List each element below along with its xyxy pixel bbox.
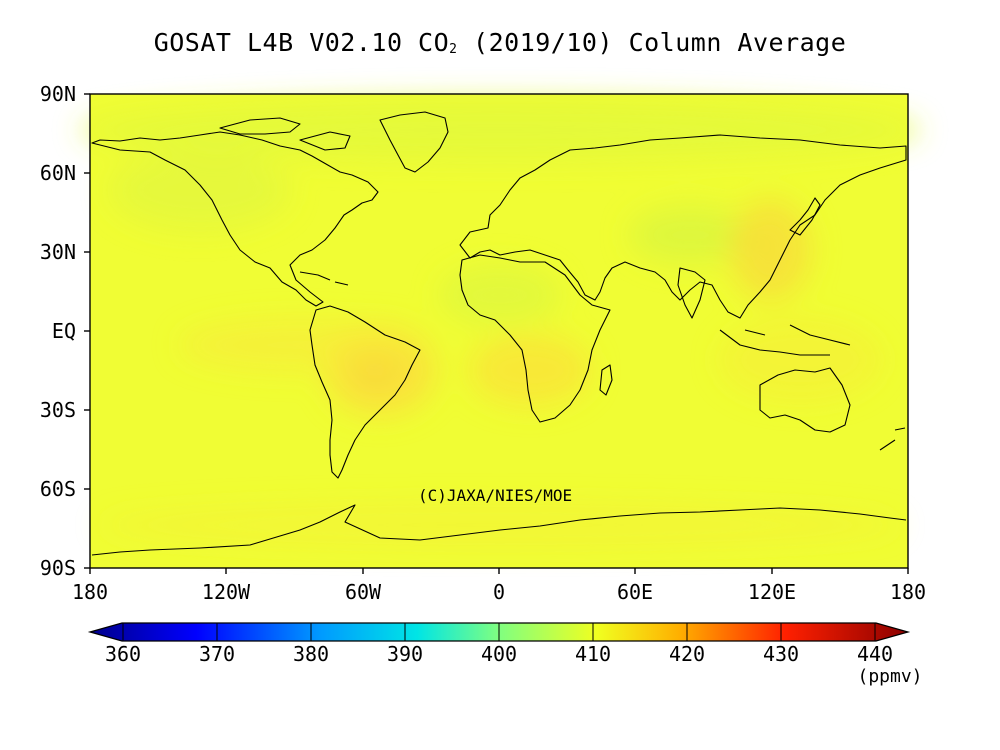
colorbar-label-420: 420 bbox=[668, 642, 706, 666]
colorbar-label-370: 370 bbox=[198, 642, 236, 666]
colorbar-label-410: 410 bbox=[574, 642, 612, 666]
colorbar-label-400: 400 bbox=[480, 642, 518, 666]
lat-label-eq: EQ bbox=[51, 319, 76, 343]
lat-label-90n: 90N bbox=[39, 82, 76, 106]
coast-north-america bbox=[91, 131, 379, 307]
coast-australia bbox=[759, 367, 851, 433]
map-title: GOSAT L4B V02.10 CO2 (2019/10) Column Av… bbox=[0, 28, 1000, 57]
lat-label-30n: 30N bbox=[39, 240, 76, 264]
coast-antarctica bbox=[91, 504, 907, 556]
co2-field bbox=[80, 94, 920, 568]
coast-arctic-islands bbox=[219, 117, 351, 151]
colorbar-label-390: 390 bbox=[386, 642, 424, 666]
colorbar bbox=[87, 622, 911, 642]
coast-africa bbox=[459, 254, 611, 423]
colorbar-label-360: 360 bbox=[104, 642, 142, 666]
lat-label-30s: 30S bbox=[39, 398, 76, 422]
coast-eurasia bbox=[459, 134, 907, 319]
colorbar-label-380: 380 bbox=[292, 642, 330, 666]
lon-label-60e: 60E bbox=[616, 580, 654, 604]
coast-greenland bbox=[379, 111, 449, 173]
coastlines bbox=[91, 111, 907, 556]
credit-text: (C)JAXA/NIES/MOE bbox=[418, 486, 573, 505]
title-period: (2019/10) Column Average bbox=[457, 28, 847, 57]
coast-indonesia bbox=[719, 324, 851, 356]
lat-label-60n: 60N bbox=[39, 161, 76, 185]
coast-japan bbox=[789, 197, 821, 236]
coast-madagascar bbox=[599, 364, 613, 396]
map-ticks bbox=[84, 93, 909, 574]
colorbar-label-440: 440 bbox=[856, 642, 894, 666]
lon-label-120e: 120E bbox=[747, 580, 797, 604]
coast-caribbean bbox=[299, 271, 349, 286]
lon-label-120w: 120W bbox=[201, 580, 251, 604]
colorbar-ticks bbox=[122, 623, 876, 641]
coast-india bbox=[677, 267, 706, 319]
title-text: GOSAT L4B V02.10 CO bbox=[153, 28, 450, 57]
colorbar-unit: (ppmv) bbox=[857, 666, 923, 687]
lon-label-180e: 180 bbox=[889, 580, 927, 604]
lat-label-60s: 60S bbox=[39, 477, 76, 501]
lon-label-180w: 180 bbox=[71, 580, 109, 604]
lon-label-60w: 60W bbox=[344, 580, 382, 604]
lon-label-0: 0 bbox=[492, 580, 506, 604]
colorbar-label-430: 430 bbox=[762, 642, 800, 666]
coast-south-america bbox=[309, 305, 421, 479]
coast-new-zealand bbox=[879, 427, 906, 451]
title-subscript: 2 bbox=[449, 42, 458, 57]
lat-label-90s: 90S bbox=[39, 556, 76, 580]
field-variations bbox=[80, 100, 920, 545]
